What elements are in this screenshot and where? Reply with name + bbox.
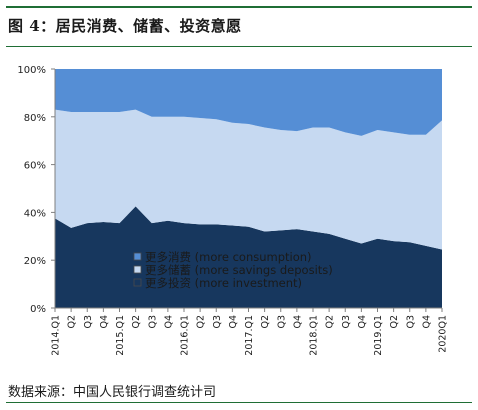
x-tick-label: Q4 xyxy=(421,315,432,329)
x-tick-labels: 2014.Q1 Q2 Q3 Q4 2015.Q1 Q2 Q3 Q4 2016.Q1 Q2 Q3 Q4 2… xyxy=(51,315,449,356)
legend-label: 更多储蓄 (more savings deposits) xyxy=(145,263,333,277)
figure-title: 图 4：居民消费、储蓄、投资意愿 xyxy=(8,17,242,35)
x-tick-label: Q3 xyxy=(276,315,287,329)
x-tick-label: Q2 xyxy=(389,315,400,329)
bottom-rule xyxy=(6,402,472,403)
x-tick-label: Q4 xyxy=(357,315,368,329)
x-tick-label: Q2 xyxy=(325,315,336,329)
title-rule xyxy=(6,46,472,47)
x-tick-label: 2014.Q1 xyxy=(51,315,62,356)
x-tick-label: Q2 xyxy=(67,315,78,329)
chart-legend: 更多消费 (more consumption)更多储蓄 (more saving… xyxy=(133,250,333,290)
x-tick-label: 2017.Q1 xyxy=(244,315,255,356)
x-tick-label: 2018.Q1 xyxy=(309,315,320,356)
legend-swatch xyxy=(133,278,142,287)
y-tick-label: 20% xyxy=(24,256,46,267)
x-tick-label: Q2 xyxy=(260,315,271,329)
y-tick-label: 40% xyxy=(24,208,46,219)
y-tick-label: 80% xyxy=(24,113,46,124)
y-tick-label: 0% xyxy=(30,304,46,315)
x-tick-label: Q4 xyxy=(163,315,174,329)
x-tick-label: 2020Q1 xyxy=(438,315,449,353)
legend-label: 更多投资 (more investment) xyxy=(145,276,302,290)
x-tick-label: 2015.Q1 xyxy=(115,315,126,356)
x-tick-label: Q3 xyxy=(341,315,352,329)
legend-swatch xyxy=(133,265,142,274)
chart-axes xyxy=(51,68,443,312)
legend-label: 更多消费 (more consumption) xyxy=(145,250,312,264)
x-tick-label: Q4 xyxy=(228,315,239,329)
x-tick-label: Q3 xyxy=(83,315,94,329)
x-tick-label: Q4 xyxy=(99,315,110,329)
top-rule xyxy=(6,6,472,8)
stacked-area-chart: 0% 20% 40% 60% 80% 100% 2014.Q1 Q2 Q3 Q4 2015.Q1 Q… xyxy=(17,65,449,356)
area-series-1 xyxy=(55,206,442,308)
legend-swatch xyxy=(133,252,142,261)
area-series-3 xyxy=(55,69,442,136)
x-tick-label: Q3 xyxy=(405,315,416,329)
x-tick-label: Q4 xyxy=(292,315,303,329)
data-source: 数据来源：中国人民银行调查统计司 xyxy=(8,385,217,400)
x-tick-label: 2019.Q1 xyxy=(373,315,384,356)
x-tick-label: Q2 xyxy=(131,315,142,329)
x-tick-label: 2016.Q1 xyxy=(180,315,191,356)
y-tick-labels: 0% 20% 40% 60% 80% 100% xyxy=(17,65,46,315)
y-tick-label: 60% xyxy=(24,161,46,172)
x-tick-label: Q3 xyxy=(212,315,223,329)
y-tick-label: 100% xyxy=(17,65,46,76)
x-tick-label: Q3 xyxy=(147,315,158,329)
x-tick-label: Q2 xyxy=(196,315,207,329)
chart-areas xyxy=(55,69,442,308)
area-series-2 xyxy=(55,109,442,250)
